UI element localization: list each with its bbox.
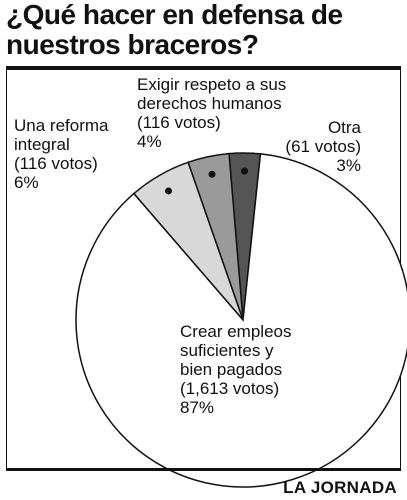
marker-dot-derechos: [208, 170, 216, 178]
slice-label-empleos-line-3: bien pagados: [180, 360, 283, 379]
slice-label-otra-line-2: (61 votos): [285, 137, 361, 156]
slice-label-empleos-line-2: suficientes y: [180, 341, 274, 360]
slice-label-derechos-line-3: (116 votos): [137, 113, 221, 132]
slice-label-reforma-line-4: 6%: [14, 173, 39, 192]
slice-label-empleos: Crear empleos suficientes y bien pagados…: [180, 322, 292, 417]
slice-label-derechos-line-2: derechos humanos: [137, 94, 282, 113]
slice-label-reforma-line-2: integral: [14, 135, 70, 154]
chart-title-line-2: nuestros braceros?: [6, 29, 259, 60]
marker-dot-otra: [241, 167, 249, 175]
chart-title: ¿Qué hacer en defensa de nuestros bracer…: [6, 0, 406, 60]
marker-dot-reforma: [165, 187, 172, 195]
slice-label-empleos-line-4: (1,613 votos): [180, 379, 280, 398]
slice-label-otra-line-3: 3%: [336, 156, 361, 175]
source-credit: LA JORNADA: [283, 478, 397, 497]
bottom-rule: [6, 468, 401, 471]
slice-label-empleos-line-1: Crear empleos: [180, 322, 292, 341]
slice-label-empleos-line-5: 87%: [180, 398, 215, 417]
slice-label-otra-line-1: Otra: [327, 118, 361, 137]
top-rule: [6, 66, 401, 70]
slice-label-reforma: Una reforma integral (116 votos) 6%: [14, 116, 108, 192]
frame-left-border: [6, 66, 7, 469]
chart-title-line-1: ¿Qué hacer en defensa de: [6, 0, 343, 30]
slice-label-reforma-line-1: Una reforma: [14, 116, 109, 135]
slice-label-otra: Otra (61 votos) 3%: [285, 118, 361, 175]
slice-label-derechos-line-1: Exigir respeto a sus: [137, 75, 287, 94]
pie-slice-empleos: [75, 153, 407, 488]
slice-label-derechos-line-4: 4%: [137, 132, 162, 151]
slice-label-derechos: Exigir respeto a sus derechos humanos (1…: [137, 75, 286, 151]
slice-label-reforma-line-3: (116 votos): [14, 154, 98, 173]
